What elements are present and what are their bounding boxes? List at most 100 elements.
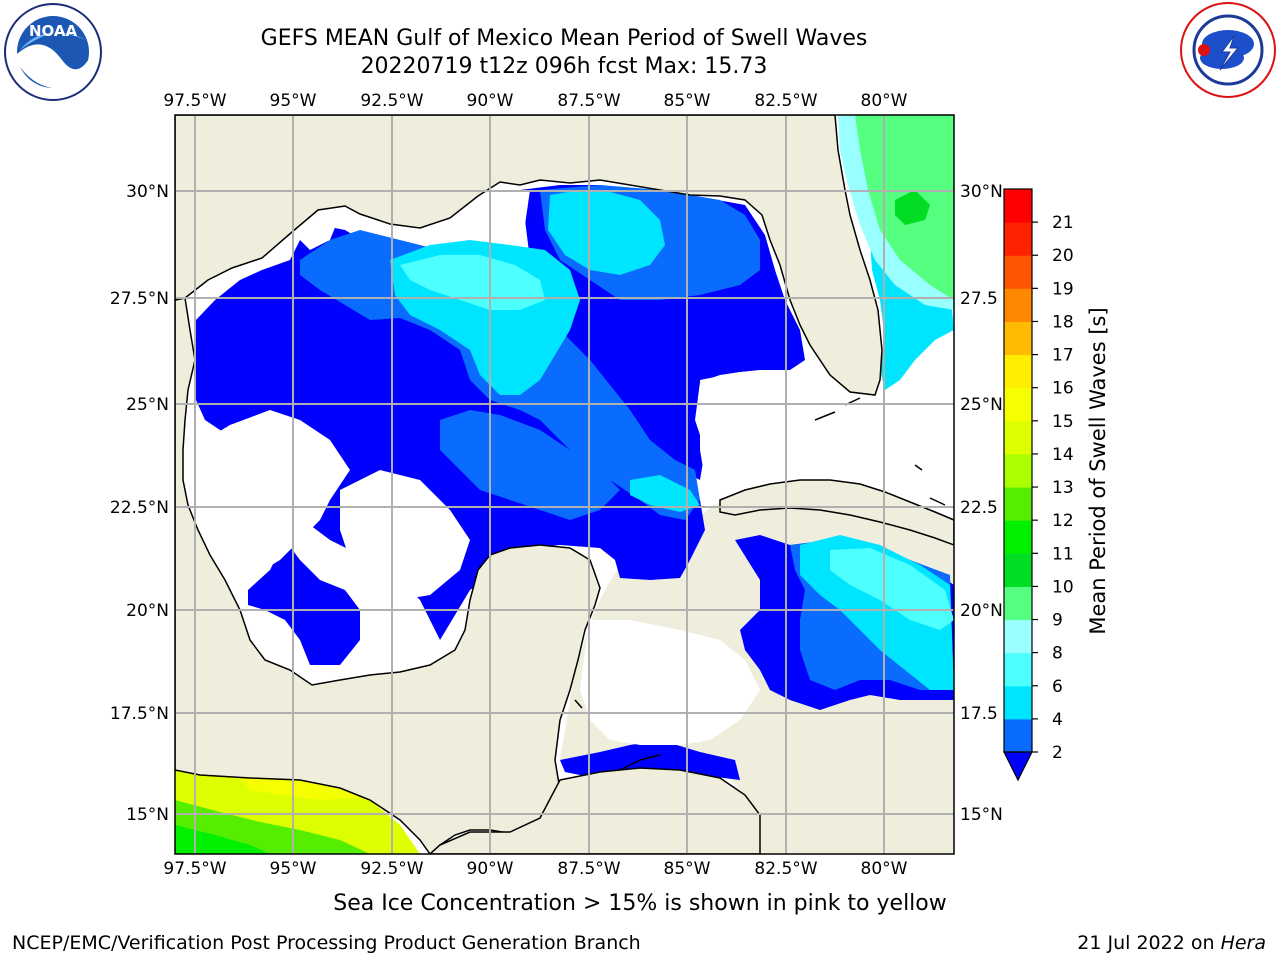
- colorbar-segment: [1004, 586, 1032, 621]
- colorbar-tick-label: 19: [1052, 279, 1074, 299]
- colorbar-tick-label: 12: [1052, 511, 1074, 531]
- colorbar-tick-label: 13: [1052, 478, 1074, 498]
- noaa-logo-text: NOAA: [29, 22, 78, 40]
- footer-credit: NCEP/EMC/Verification Post Processing Pr…: [12, 932, 641, 954]
- colorbar-segment: [1004, 321, 1032, 356]
- colorbar-frame: [1003, 188, 1033, 753]
- lon-label-top: 85°W: [664, 91, 711, 111]
- lat-label-right: 17.5: [960, 704, 998, 724]
- lat-label-left: 25°N: [126, 395, 169, 415]
- lon-labels-top: 97.5°W 95°W 92.5°W 90°W 87.5°W 85°W 82.5…: [163, 91, 907, 111]
- colorbar-segment: [1004, 619, 1032, 654]
- colorbar-tick-label: 10: [1052, 577, 1074, 597]
- colorbar-segment: [1004, 453, 1032, 488]
- colorbar-segment: [1004, 718, 1032, 753]
- footer-date-text: 21 Jul 2022 on: [1077, 932, 1221, 954]
- colorbar-tick-label: 20: [1052, 246, 1074, 266]
- map-area: [175, 115, 954, 854]
- lon-label-bottom: 80°W: [861, 859, 908, 879]
- colorbar-segment: [1004, 487, 1032, 521]
- colorbar-tick-label: 16: [1052, 379, 1074, 399]
- nodata-hole-sw: [340, 470, 470, 600]
- colorbar-segment: [1004, 685, 1032, 720]
- colorbar: [1004, 189, 1032, 753]
- land-islands-south: [574, 699, 661, 771]
- nws-logo: [1180, 2, 1276, 98]
- lon-label-bottom: 82.5°W: [754, 859, 817, 879]
- lat-labels-left: 30°N 27.5°N 25°N 22.5°N 20°N 17.5°N 15°N: [110, 182, 169, 825]
- ice-note: Sea Ice Concentration > 15% is shown in …: [333, 891, 947, 916]
- chart-subtitle: 20220719 t12z 096h fcst Max: 15.73: [360, 54, 768, 79]
- footer-date: 21 Jul 2022 on Hera: [1077, 932, 1266, 954]
- colorbar-segment: [1004, 354, 1032, 389]
- swell-region-cyan-north: [548, 190, 665, 275]
- colorbar-segment: [1004, 652, 1032, 687]
- colorbar-segment: [1004, 189, 1032, 223]
- lon-label-bottom: 87.5°W: [557, 859, 620, 879]
- lat-label-left: 20°N: [126, 601, 169, 621]
- lat-label-left: 22.5°N: [110, 498, 169, 518]
- map-frame: [174, 114, 955, 855]
- nodata-hole-north: [500, 190, 530, 230]
- lat-label-left: 17.5°N: [110, 704, 169, 724]
- land-bahamas: [814, 397, 946, 506]
- colorbar-tick-label: 17: [1052, 346, 1074, 366]
- land-us-gulf-coast: [175, 115, 883, 396]
- colorbar-tick-label: 14: [1052, 445, 1074, 465]
- swell-region-cyan-se: [630, 475, 700, 512]
- lat-label-left: 15°N: [126, 805, 169, 825]
- swell-region-blue-dark-south: [560, 740, 740, 780]
- colorbar-tick-label: 21: [1052, 213, 1074, 233]
- colorbar-label: Mean Period of Swell Waves [s]: [1086, 307, 1110, 634]
- chart-title: GEFS MEAN Gulf of Mexico Mean Period of …: [260, 26, 868, 51]
- nodata-hole-west: [205, 410, 350, 575]
- swell-region-pacific-yellow: [240, 776, 360, 800]
- lon-label-top: 82.5°W: [754, 91, 817, 111]
- lat-label-right: 15°N: [960, 805, 1003, 825]
- lon-label-top: 80°W: [861, 91, 908, 111]
- colorbar-tick-label: 2: [1052, 743, 1063, 763]
- lat-label-right: 25°N: [960, 395, 1003, 415]
- swell-region-blue-dark-sw: [248, 540, 360, 665]
- colorbar-tick-label: 9: [1052, 611, 1063, 631]
- lon-label-top: 87.5°W: [557, 91, 620, 111]
- colorbar-tick-label: 11: [1052, 544, 1074, 564]
- lon-label-bottom: 95°W: [270, 859, 317, 879]
- colorbar-ticks: 2 4 6 8 9 10 11 12 13 14 15 16 17 18 19 20 21: [1032, 213, 1074, 763]
- colorbar-tick-label: 15: [1052, 412, 1074, 432]
- colorbar-segment: [1004, 553, 1032, 587]
- swell-region-lightcyan-atlantic: [838, 115, 954, 310]
- colorbar-tick-label: 6: [1052, 677, 1063, 697]
- lat-label-left: 30°N: [126, 182, 169, 202]
- land-central-america-south: [428, 767, 761, 854]
- colorbar-tick-label: 18: [1052, 312, 1074, 332]
- lat-label-right: 27.5: [960, 289, 998, 309]
- nodata-hole-nw: [300, 215, 340, 250]
- colorbar-tick-label: 8: [1052, 644, 1063, 664]
- map-gridlines: [175, 115, 954, 854]
- lon-label-bottom: 97.5°W: [163, 859, 226, 879]
- lat-label-right: 20°N: [960, 601, 1003, 621]
- lat-label-right: 30°N: [960, 182, 1003, 202]
- noaa-logo: NOAA: [4, 3, 102, 101]
- lon-label-bottom: 85°W: [664, 859, 711, 879]
- swell-region-blue-mid-2: [440, 410, 620, 520]
- lon-label-top: 92.5°W: [360, 91, 423, 111]
- swell-region-green-dark-atlantic: [895, 190, 930, 225]
- lon-labels-bottom: 97.5°W 95°W 92.5°W 90°W 87.5°W 85°W 82.5…: [163, 859, 907, 879]
- footer-host: Hera: [1220, 932, 1266, 954]
- swell-region-pacific-green-dark: [175, 825, 270, 854]
- colorbar-segment: [1004, 387, 1032, 422]
- lon-label-top: 90°W: [467, 91, 514, 111]
- colorbar-segment: [1004, 255, 1032, 289]
- colorbar-segment: [1004, 420, 1032, 455]
- lon-label-bottom: 92.5°W: [360, 859, 423, 879]
- nodata-hole-east: [700, 372, 954, 520]
- colorbar-segment: [1004, 222, 1032, 256]
- colorbar-segment: [1004, 520, 1032, 554]
- land-cuba: [719, 479, 954, 546]
- lat-label-left: 27.5°N: [110, 289, 169, 309]
- land-mexico: [175, 297, 601, 854]
- lat-labels-right: 30°N 27.5 25°N 22.5 20°N 17.5 15°N: [960, 182, 1003, 825]
- lon-label-top: 95°W: [270, 91, 317, 111]
